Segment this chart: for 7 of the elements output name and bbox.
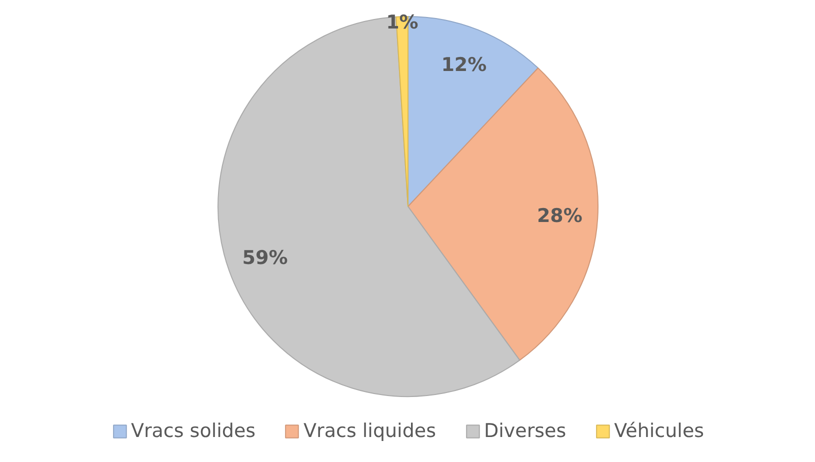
legend-label: Véhicules xyxy=(614,420,704,442)
legend-label: Vracs liquides xyxy=(304,420,436,442)
data-label: 59% xyxy=(242,246,288,269)
legend-label: Vracs solides xyxy=(130,420,256,442)
data-label: 12% xyxy=(441,54,487,76)
legend-label: Diverses xyxy=(484,420,566,442)
data-label: 28% xyxy=(536,205,582,228)
